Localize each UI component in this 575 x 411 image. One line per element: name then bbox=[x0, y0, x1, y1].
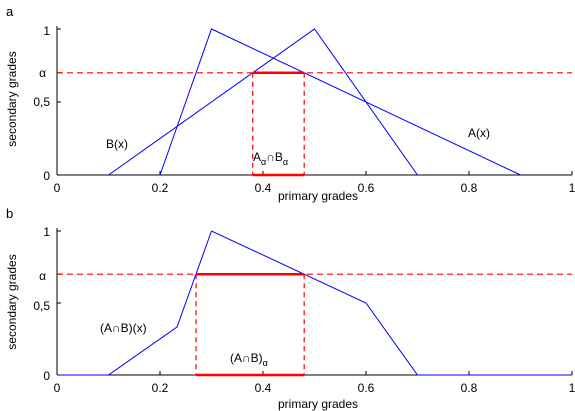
panel-a-xtick: 0.4 bbox=[255, 181, 272, 195]
panel-b-xtick: 0.6 bbox=[358, 381, 375, 395]
panel-a-ytick: α bbox=[39, 66, 46, 80]
series-line-a-0 bbox=[159, 28, 521, 176]
axes-a bbox=[56, 26, 573, 176]
alpha-cut-label: Aα∩Bα bbox=[253, 150, 288, 167]
panel-a-ytick: 1 bbox=[43, 24, 50, 38]
series-label-intersection: (A∩B)(x) bbox=[100, 321, 147, 335]
panel-b-ytick: α bbox=[39, 269, 46, 283]
panel-b-ylabel: secondary grades bbox=[5, 254, 19, 349]
series-line-a-1 bbox=[108, 28, 418, 176]
alpha-cut-label-b: (A∩B)α bbox=[230, 351, 268, 368]
panel-b-xlabel: primary grades bbox=[278, 397, 358, 411]
panel-a-letter: a bbox=[6, 4, 14, 19]
plot-area-a bbox=[56, 26, 573, 177]
panel-a-ytick: 0 bbox=[43, 169, 50, 183]
panel-b-xtick: 1 bbox=[569, 381, 575, 395]
series-line-b-0 bbox=[57, 230, 572, 376]
panel-b-ytick: 0 bbox=[43, 369, 50, 383]
series-label-b: B(x) bbox=[106, 137, 128, 151]
panel-a-xlabel: primary grades bbox=[278, 189, 358, 203]
panel-a-xtick: 0 bbox=[54, 181, 61, 195]
panel-b-xtick: 0.2 bbox=[152, 381, 169, 395]
panel-a-xtick: 0.6 bbox=[358, 181, 375, 195]
panel-b-ytick: 0,5 bbox=[33, 299, 50, 313]
panel-b-xtick: 0 bbox=[54, 381, 61, 395]
panel-a: a secondary grades primary grades 0 0.2 … bbox=[5, 4, 575, 203]
panel-a-ytick: 0,5 bbox=[33, 95, 50, 109]
panel-b-xtick: 0.4 bbox=[255, 381, 272, 395]
panel-b-xtick: 0.8 bbox=[461, 381, 478, 395]
axes-b bbox=[56, 228, 573, 376]
plot-area-b bbox=[56, 228, 573, 377]
panel-b-letter: b bbox=[6, 206, 13, 221]
series-label-a: A(x) bbox=[468, 126, 490, 140]
panel-b: b secondary grades primary grades 0 0.2 … bbox=[5, 206, 575, 411]
panel-b-ytick: 1 bbox=[43, 225, 50, 239]
panel-a-xtick: 1 bbox=[569, 181, 575, 195]
panel-a-xtick: 0.8 bbox=[461, 181, 478, 195]
panel-a-ylabel: secondary grades bbox=[5, 51, 19, 146]
panel-a-xtick: 0.2 bbox=[152, 181, 169, 195]
